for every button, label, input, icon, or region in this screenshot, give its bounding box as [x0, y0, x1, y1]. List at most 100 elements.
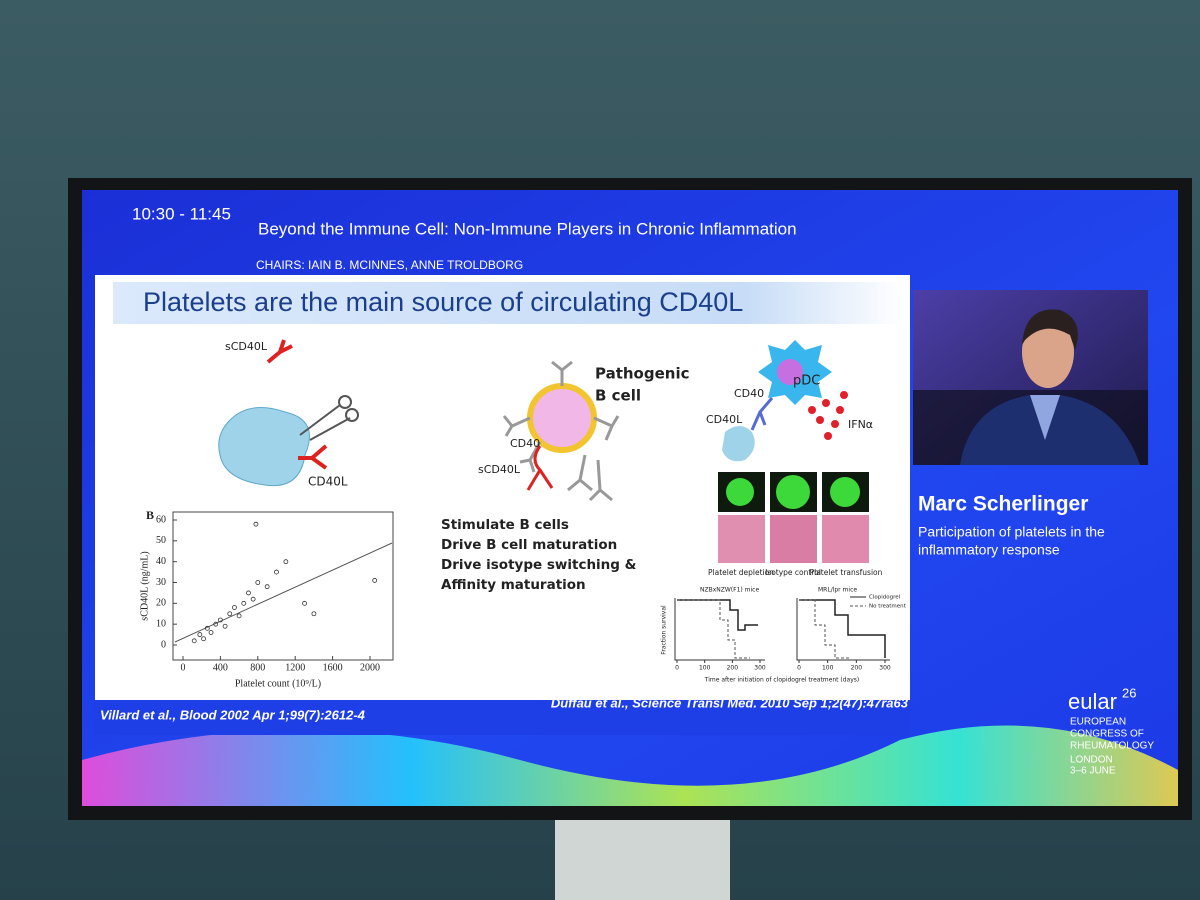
antibody-icons [567, 454, 613, 502]
data-point [241, 600, 247, 606]
slide-title-band [113, 282, 903, 324]
logo-brand: eular [1068, 689, 1117, 714]
label: pDC [793, 374, 820, 389]
x-tick-label: 200 [851, 665, 863, 672]
plot-title: MRL/lpr mice [818, 587, 857, 594]
session-chairs: CHAIRS: IAIN B. MCINNES, ANNE TROLDBORG [256, 258, 523, 272]
receptor-icon [526, 445, 554, 491]
x-tick-label: 300 [879, 665, 891, 672]
x-tick-label: 300 [754, 665, 766, 672]
data-point [217, 617, 223, 623]
data-point [264, 584, 270, 590]
wave-decoration [82, 725, 1178, 806]
citation: Villard et al., Blood 2002 Apr 1;99(7):2… [100, 707, 366, 722]
data-point [250, 596, 256, 602]
y-axis-label: Fraction survival [661, 605, 668, 655]
label: B cell [595, 387, 641, 405]
label: CD40L [308, 475, 348, 489]
pdc-nucleus [777, 359, 803, 385]
survival-curve [677, 599, 758, 631]
bullet: Stimulate B cells [441, 517, 569, 533]
plot-frame [172, 511, 394, 661]
x-tick-label: 100 [822, 665, 834, 672]
platelet-icon [218, 407, 310, 487]
histology-image [718, 515, 765, 563]
survival-curve [677, 599, 750, 659]
scissors-ring [345, 408, 359, 422]
data-point [213, 621, 219, 627]
x-tick-label: 2000 [360, 662, 380, 673]
data-point [372, 578, 378, 583]
receptor-icon [750, 397, 774, 431]
x-tick-label: 200 [727, 665, 739, 672]
data-point [246, 590, 251, 596]
label: CD40L [706, 413, 743, 426]
logo-line: RHEUMATOLOGY [1070, 741, 1154, 752]
data-point [302, 600, 307, 606]
logo-line: EUROPEAN [1070, 717, 1126, 728]
plot-frame [674, 598, 765, 661]
receptor-icon [298, 444, 328, 470]
data-point [201, 636, 206, 642]
bullet: Drive isotype switching & [441, 557, 637, 573]
data-point [208, 630, 214, 635]
citation: Duffau et al., Science Transl Med. 2010 … [551, 695, 909, 710]
y-tick-label: 30 [156, 577, 166, 588]
y-tick-label: 10 [156, 618, 166, 629]
label: CD40 [734, 387, 764, 400]
label: IFNα [848, 418, 873, 431]
stand [555, 810, 730, 900]
scissors-icon [299, 404, 351, 441]
data-point [236, 613, 242, 619]
x-tick-label: 1200 [285, 662, 305, 673]
legend-label: Clopidogrel [869, 595, 901, 601]
data-point [283, 559, 289, 565]
bullet: Affinity maturation [441, 577, 586, 593]
data-point [311, 611, 317, 617]
label: sCD40L [478, 463, 521, 476]
logo-edition: 26 [1122, 685, 1136, 700]
survival-ticks: 0 100 200 300 0 100 200 300 [675, 660, 891, 672]
y-tick-label: 60 [156, 514, 166, 525]
y-tick-label: 50 [156, 535, 166, 546]
x-tick-label: 400 [213, 662, 228, 673]
speaker-shirt [1030, 395, 1060, 440]
x-tick-label: 0 [797, 665, 801, 672]
plot-frame [796, 598, 890, 661]
label: sCD40L [225, 340, 268, 353]
bullet: Drive B cell maturation [441, 537, 617, 553]
label: CD40 [510, 437, 540, 450]
x-tick-label: 1600 [323, 662, 343, 673]
x-axis-label: Platelet count (10⁹/L) [235, 678, 321, 689]
histology-stain [830, 477, 860, 507]
legend-label: No treatment [869, 604, 907, 610]
talk-title: Participation of platelets in the [918, 524, 1105, 540]
platelet-icon [722, 426, 755, 462]
histology-image [770, 515, 817, 563]
logo-city: LONDON [1070, 755, 1113, 766]
histology-label: Isotype control [765, 568, 821, 577]
session-title: Beyond the Immune Cell: Non-Immune Playe… [258, 219, 797, 238]
histology-label: Platelet depletion [708, 568, 774, 577]
x-tick-label: 0 [675, 665, 679, 672]
ifn-dots [808, 391, 848, 440]
data-point [253, 521, 259, 527]
y-axis-label: sCD40L (ng/mL) [139, 551, 150, 620]
data-point [274, 569, 279, 575]
histology-stain [776, 475, 810, 509]
data-point [227, 611, 233, 617]
speaker-hair [1022, 309, 1078, 350]
speaker-name: Marc Scherlinger [918, 493, 1088, 516]
regression-line [174, 542, 393, 643]
x-tick-label: 0 [181, 662, 186, 673]
slide-title: Platelets are the main source of circula… [143, 287, 743, 317]
data-point [222, 623, 228, 629]
data-point [197, 632, 203, 637]
plot-title: NZBxNZW(F1) mice [700, 587, 759, 594]
data-point [204, 625, 210, 631]
y-tick-label: 40 [156, 556, 166, 567]
y-tick-label: 0 [161, 639, 166, 650]
logo-line: CONGRESS OF [1070, 729, 1144, 740]
x-tick-label: 800 [250, 662, 265, 673]
